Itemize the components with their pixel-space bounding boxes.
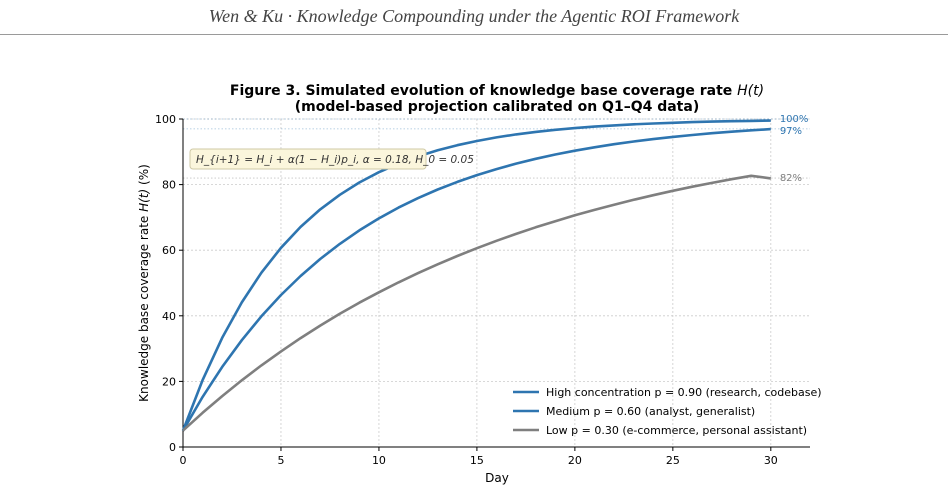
end-label-2: 82% (780, 173, 802, 184)
legend: High concentration p = 0.90 (research, c… (513, 386, 822, 437)
x-tick-label-2: 10 (372, 454, 386, 467)
header-rule (0, 34, 948, 35)
legend-label-1: Medium p = 0.60 (analyst, generalist) (546, 405, 755, 418)
chart-title-line2: (model-based projection calibrated on Q1… (295, 99, 699, 115)
series-line-2 (182, 174, 771, 432)
y-tick-label-0: 0 (169, 441, 176, 454)
legend-label-0: High concentration p = 0.90 (research, c… (546, 386, 822, 399)
legend-label-2: Low p = 0.30 (e-commerce, personal assis… (546, 424, 807, 437)
end-label-1: 97% (780, 126, 802, 137)
equation-box: H_{i+1} = H_i + α(1 − H_i)p_i, α = 0.18,… (189, 148, 474, 170)
x-tick-label-1: 5 (277, 454, 284, 467)
x-tick-label-4: 20 (568, 454, 582, 467)
x-tick-label-6: 30 (764, 454, 778, 467)
running-header: Wen & Ku · Knowledge Compounding under t… (208, 6, 740, 26)
guide-lines (183, 118, 810, 179)
series-line-1 (181, 127, 771, 432)
y-tick-label-1: 20 (162, 375, 176, 388)
y-axis-label-variable: H(t) (137, 189, 151, 212)
x-tick-label-3: 15 (470, 454, 484, 467)
x-tick-label-5: 25 (666, 454, 680, 467)
y-tick-label-5: 100 (155, 113, 176, 126)
y-tick-label-4: 80 (162, 179, 176, 192)
equation-box-bg (189, 148, 427, 170)
y-tick-label-3: 60 (162, 244, 176, 257)
chart-title-variable: H(t) (737, 83, 764, 99)
equation-text: H_{i+1} = H_i + α(1 − H_i)p_i, α = 0.18,… (196, 154, 474, 166)
series-line-0 (181, 119, 771, 432)
x-axis-label: Day (485, 471, 509, 485)
x-tick-label-0: 0 (180, 454, 187, 467)
series-lines (181, 119, 771, 432)
tick-labels: 0 5 10 15 20 25 30 0 20 40 60 80 100 (155, 113, 778, 467)
end-label-0: 100% (780, 114, 809, 125)
chart-title-line1: Figure 3. Simulated evolution of knowled… (230, 83, 764, 99)
y-tick-label-2: 40 (162, 310, 176, 323)
end-labels: 100%97% 82% (780, 114, 809, 184)
axes (182, 119, 810, 448)
y-axis-label: Knowledge base coverage rate H(t) (%) (137, 164, 151, 402)
